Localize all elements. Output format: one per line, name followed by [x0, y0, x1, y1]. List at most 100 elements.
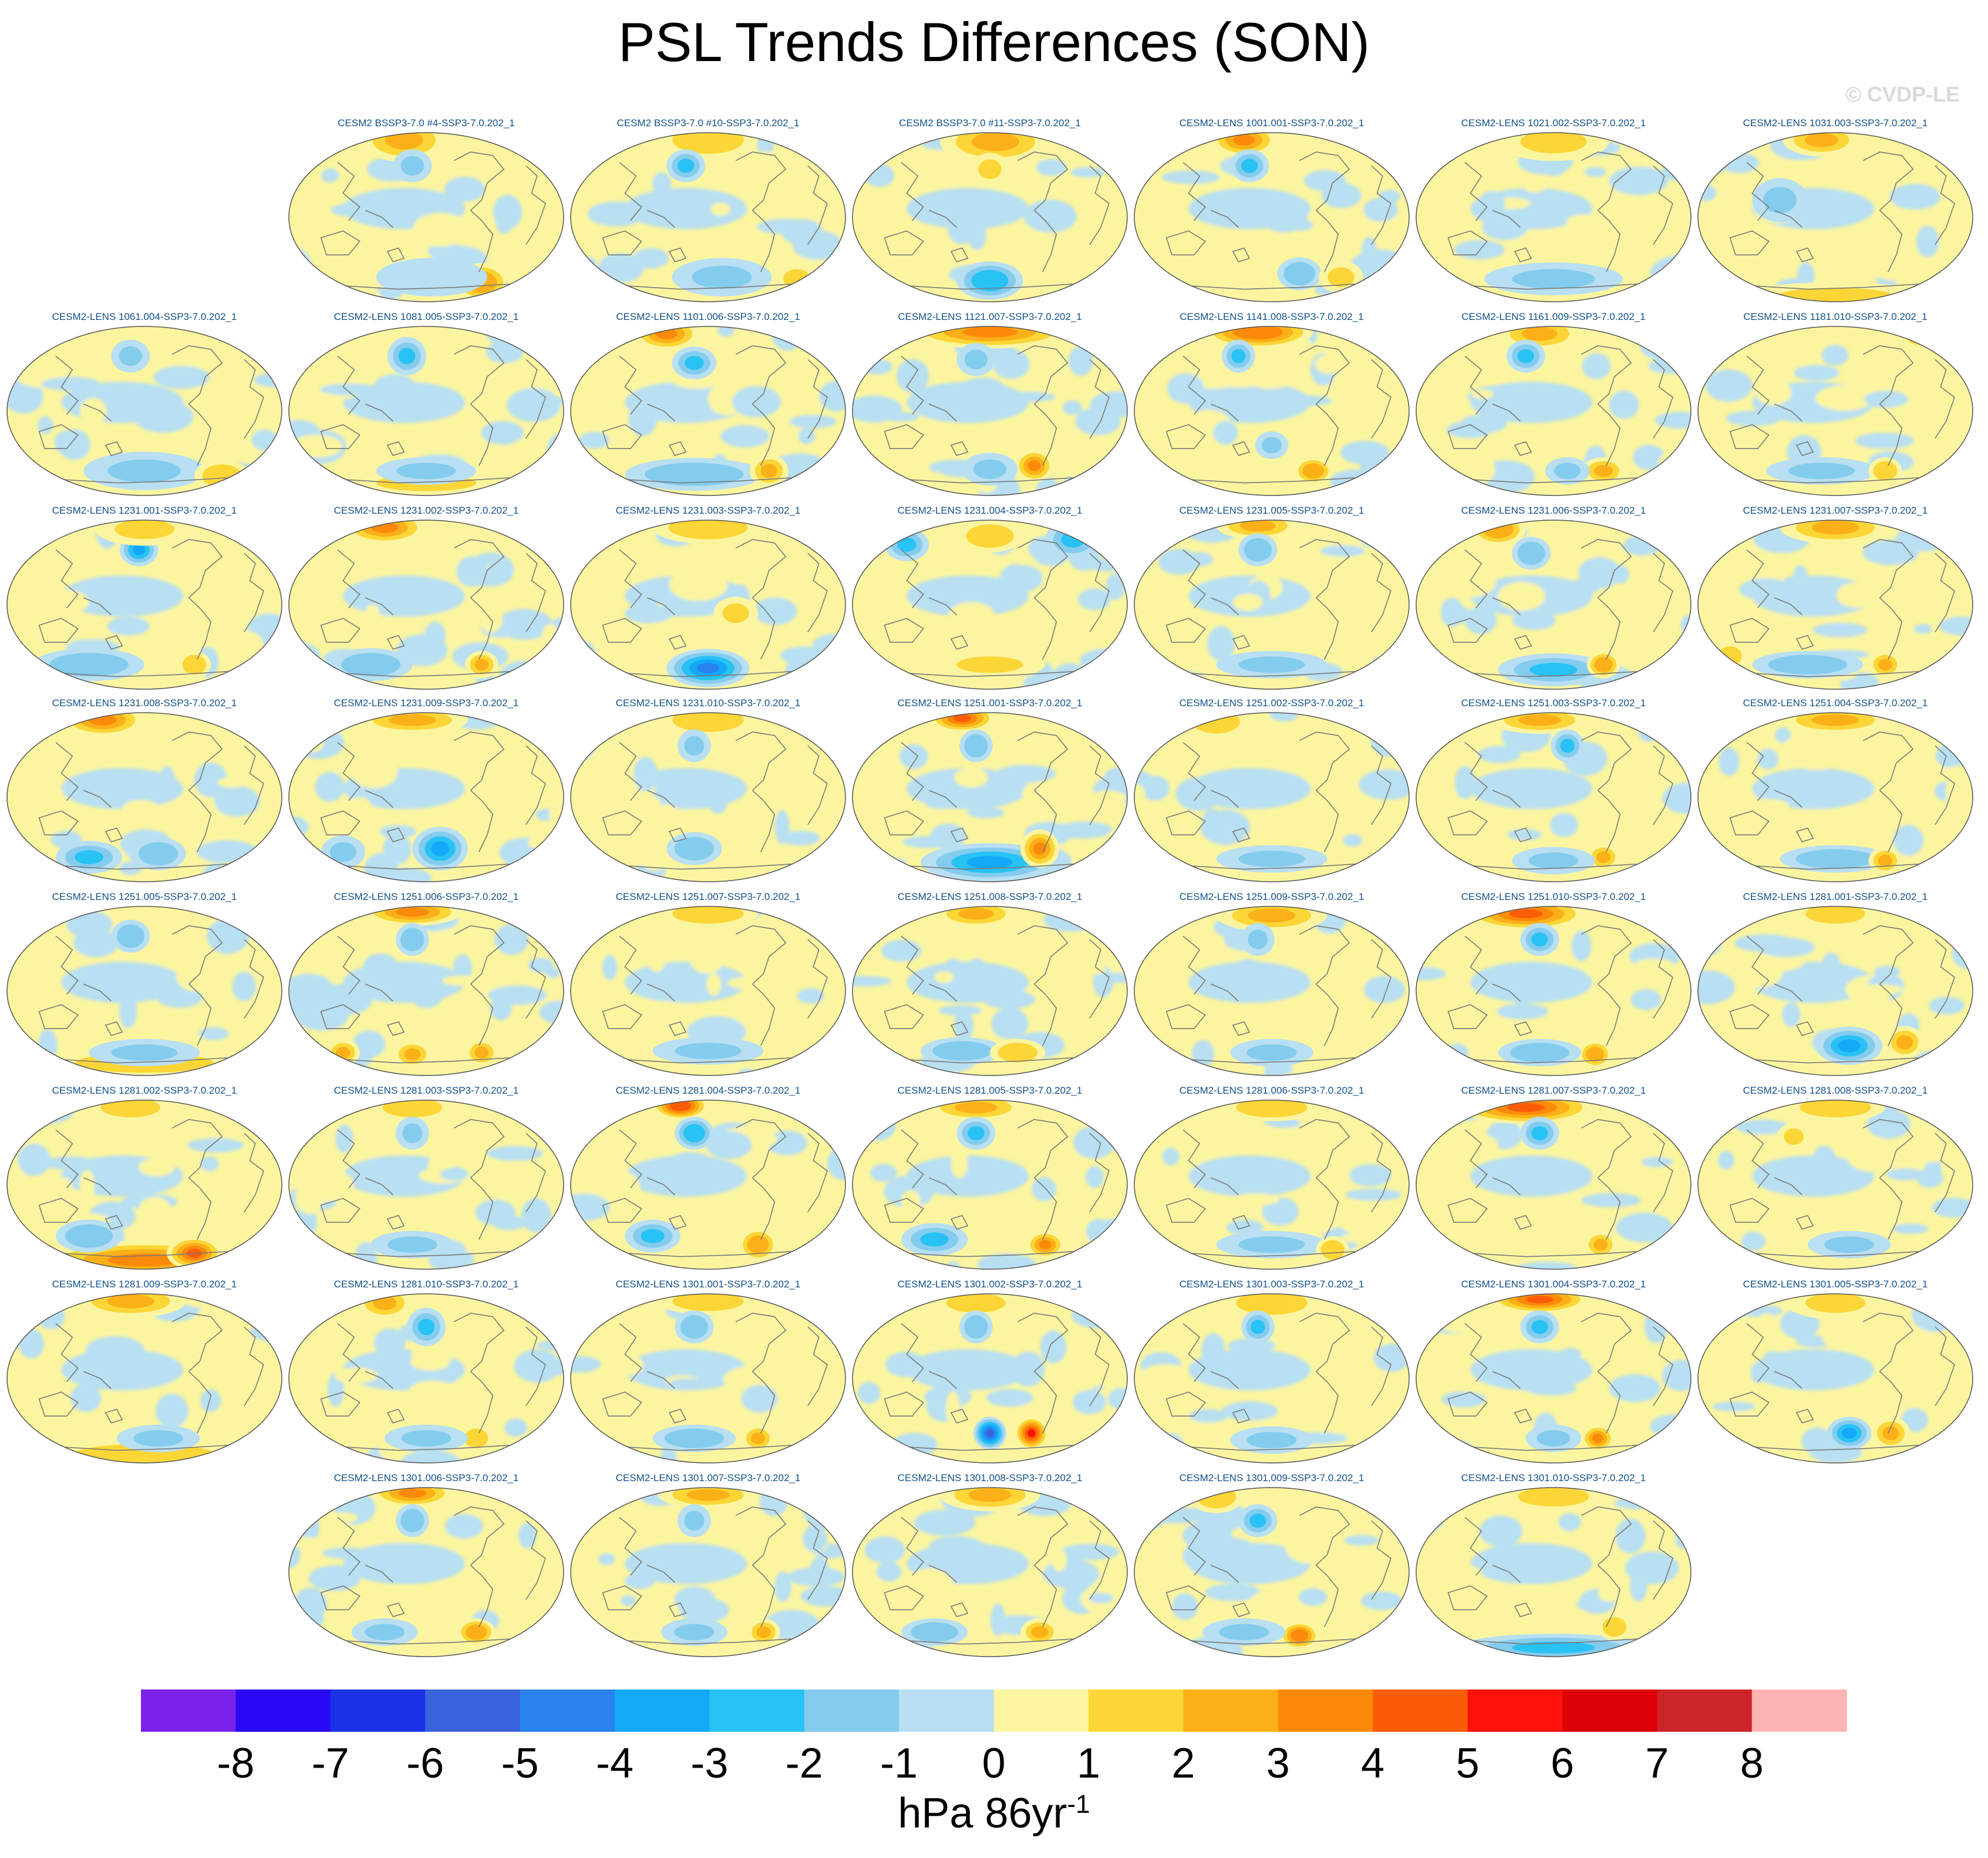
coastline [55, 549, 79, 609]
coastline [38, 1004, 79, 1029]
coastline [1232, 247, 1251, 262]
field-patch [1576, 1600, 1595, 1610]
map-panel: CESM2-LENS 1231.005-SSP3-7.0.202_1 [1133, 505, 1410, 693]
field-patch [748, 1021, 768, 1040]
coastline [884, 1198, 924, 1223]
field-patch [1285, 1529, 1335, 1564]
map-panel: CESM2-LENS 1281.003-SSP3-7.0.202_1 [288, 1085, 565, 1273]
field-patch [791, 1208, 843, 1239]
negative-anomaly [920, 1232, 949, 1247]
positive-anomaly [998, 1043, 1037, 1063]
positive-anomaly [1027, 1429, 1036, 1437]
field-patch [1718, 1151, 1734, 1170]
colorbar-tick-label: 0 [982, 1740, 1006, 1783]
negative-anomaly [675, 1043, 742, 1060]
field-patch [11, 616, 65, 652]
map-border [570, 1293, 846, 1464]
map-border [1697, 326, 1973, 496]
coastline [1581, 1119, 1632, 1178]
map-panel: CESM2-LENS 1251.005-SSP3-7.0.202_1 [6, 891, 283, 1079]
field-patch [766, 1131, 807, 1155]
field-patch [804, 666, 845, 689]
field-patch [1658, 451, 1686, 478]
field-patch [579, 1100, 618, 1105]
field-patch [1440, 403, 1464, 423]
panel-title: CESM2-LENS 1021.002-SSP3-7.0.202_1 [1461, 117, 1646, 129]
negative-anomaly [674, 1624, 715, 1641]
colorbar-tick-label: -4 [596, 1740, 634, 1783]
negative-anomaly [1248, 929, 1268, 950]
panel-title: CESM2 BSSP3-7.0 #11-SSP3-7.0.202_1 [899, 117, 1081, 129]
coastline [1464, 741, 1488, 801]
coastline [1729, 1198, 1770, 1223]
coastline [1470, 284, 1637, 290]
coastline [735, 1313, 787, 1372]
field-patch [1822, 1327, 1869, 1349]
field-patch [615, 1355, 644, 1375]
negative-anomaly [1795, 849, 1875, 869]
coastline [1371, 552, 1391, 633]
field-patch [669, 1152, 711, 1168]
negative-anomaly [400, 928, 424, 952]
field-patch [1262, 1197, 1299, 1226]
colorbar-tick-label: 6 [1551, 1740, 1574, 1783]
map-border [570, 520, 846, 690]
panel-title: CESM2-LENS 1301.002-SSP3-7.0.202_1 [897, 1279, 1083, 1290]
field-patch [625, 1573, 655, 1589]
field-patch [383, 834, 412, 865]
field-patch [1630, 1570, 1647, 1601]
negative-anomaly [1241, 159, 1258, 173]
coastline [320, 1198, 360, 1223]
field-patch [1470, 1543, 1593, 1584]
field-patch [160, 546, 186, 572]
coastline [1371, 745, 1391, 825]
field-patch [514, 138, 537, 150]
field-patch [741, 1385, 778, 1413]
coastline [1299, 1119, 1350, 1178]
field-patch [1076, 1341, 1108, 1368]
coastline [1188, 671, 1355, 677]
coastline [1182, 355, 1206, 415]
coastline [1935, 359, 1955, 439]
field-patch [853, 395, 902, 423]
coastline [337, 355, 360, 415]
field-patch [1138, 1389, 1185, 1404]
field-patch [625, 188, 747, 230]
negative-anomaly [1231, 349, 1246, 363]
map-panel: CESM2-LENS 1231.007-SSP3-7.0.202_1 [1697, 505, 1974, 693]
colorbar-tick-label: -3 [690, 1740, 728, 1783]
panel-title: CESM2-LENS 1101.006-SSP3-7.0.202_1 [616, 311, 800, 322]
negative-anomaly [1768, 655, 1848, 675]
field-patch [1926, 636, 1972, 658]
field-patch [1764, 1351, 1784, 1362]
negative-anomaly [1246, 1432, 1297, 1449]
field-patch [571, 1307, 586, 1338]
colorbar-segment [1657, 1690, 1753, 1732]
positive-anomaly [1236, 1100, 1308, 1118]
panel-title: CESM2 BSSP3-7.0 #4-SSP3-7.0.202_1 [338, 117, 515, 129]
coastline [1470, 1445, 1637, 1451]
field-patch [220, 1063, 245, 1075]
map-panel: CESM2-LENS 1021.002-SSP3-7.0.202_1 [1415, 117, 1692, 305]
positive-anomaly [398, 1488, 426, 1498]
field-patch [304, 1641, 319, 1657]
field-patch [1293, 236, 1315, 247]
field-patch [1370, 723, 1408, 757]
coastline [1752, 1445, 1919, 1451]
coastline [1597, 597, 1621, 660]
coastline [1514, 1602, 1532, 1617]
coastline [1182, 1129, 1206, 1189]
field-patch [1846, 1138, 1899, 1172]
coastline [365, 983, 393, 1002]
coastline [807, 1520, 828, 1600]
map-border [288, 520, 564, 690]
coastline [1089, 1326, 1110, 1407]
map-plot [570, 326, 846, 496]
coastline [244, 359, 264, 439]
coastline [668, 1215, 687, 1230]
field-patch [1634, 958, 1674, 971]
panel-title: CESM2-LENS 1121.007-SSP3-7.0.202_1 [898, 311, 1082, 322]
coastline [244, 552, 264, 633]
field-patch [587, 201, 646, 227]
field-patch [1522, 197, 1576, 221]
